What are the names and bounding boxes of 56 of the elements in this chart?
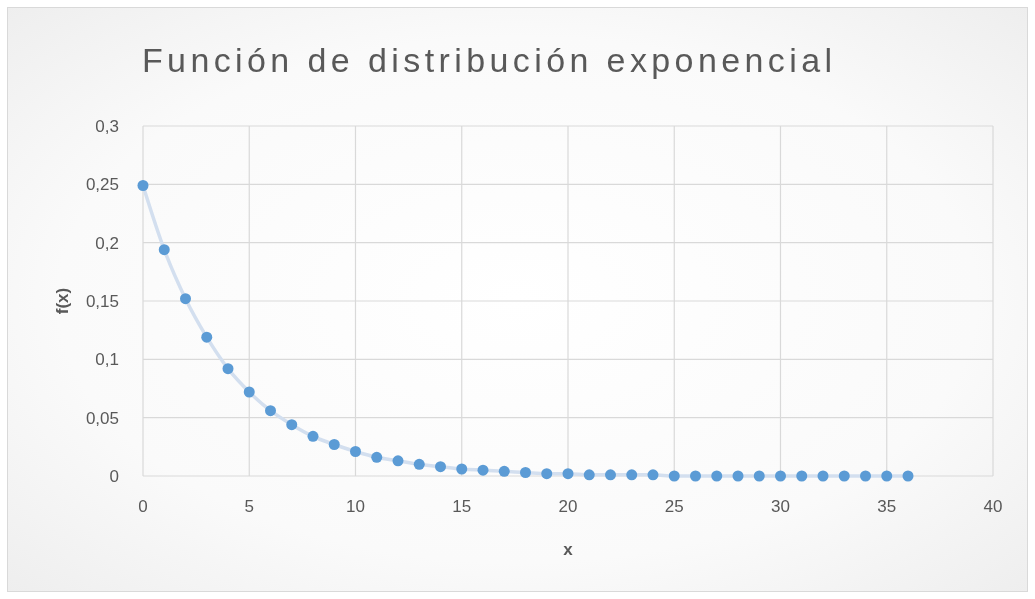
point	[201, 331, 213, 343]
point	[307, 430, 319, 442]
y-tick-label: 0,05	[85, 408, 119, 428]
point	[243, 386, 255, 398]
point	[137, 180, 149, 191]
point	[392, 455, 404, 467]
point	[753, 470, 765, 482]
point	[435, 461, 446, 473]
point	[796, 470, 808, 482]
point	[647, 469, 659, 481]
x-tick-label: 0	[138, 496, 148, 516]
x-tick-label: 15	[452, 496, 472, 516]
point	[456, 463, 468, 475]
x-tick-label: 20	[558, 496, 578, 516]
x-tick-label: 5	[244, 496, 254, 516]
point	[711, 470, 723, 482]
point	[371, 451, 383, 463]
point	[158, 244, 170, 256]
point	[817, 470, 829, 482]
x-axis-title: x	[563, 539, 574, 559]
point	[222, 363, 234, 375]
x-tick-label: 40	[983, 496, 1003, 516]
x-tick-label: 30	[771, 496, 790, 516]
y-tick-label: 0,25	[85, 175, 119, 195]
point	[541, 468, 553, 480]
point	[520, 467, 531, 478]
point	[413, 458, 425, 470]
x-tick-label: 10	[346, 496, 365, 516]
point	[583, 469, 595, 481]
point	[350, 446, 361, 457]
y-tick-label: 0,15	[85, 291, 119, 311]
point	[732, 470, 744, 482]
point	[265, 405, 276, 417]
point	[328, 439, 340, 450]
y-tick-label: 0,1	[95, 350, 119, 370]
y-tick-label: 0	[109, 466, 119, 486]
x-tick-label: 25	[664, 496, 684, 516]
point	[860, 470, 871, 482]
point	[180, 293, 191, 305]
x-tick-label: 35	[877, 496, 897, 516]
point	[626, 469, 638, 481]
point	[498, 465, 510, 477]
point	[286, 419, 298, 431]
chart-title: Función de distribución exponencial	[141, 41, 837, 79]
point	[881, 470, 893, 482]
point	[902, 470, 914, 482]
point	[605, 469, 616, 481]
y-axis-title: f(x)	[52, 287, 72, 315]
point	[775, 470, 786, 482]
point	[477, 464, 489, 476]
point	[690, 470, 701, 482]
point	[562, 468, 574, 480]
y-tick-label: 0,3	[95, 116, 119, 136]
point	[838, 470, 850, 482]
y-tick-label: 0,2	[95, 233, 119, 253]
point	[668, 470, 680, 482]
